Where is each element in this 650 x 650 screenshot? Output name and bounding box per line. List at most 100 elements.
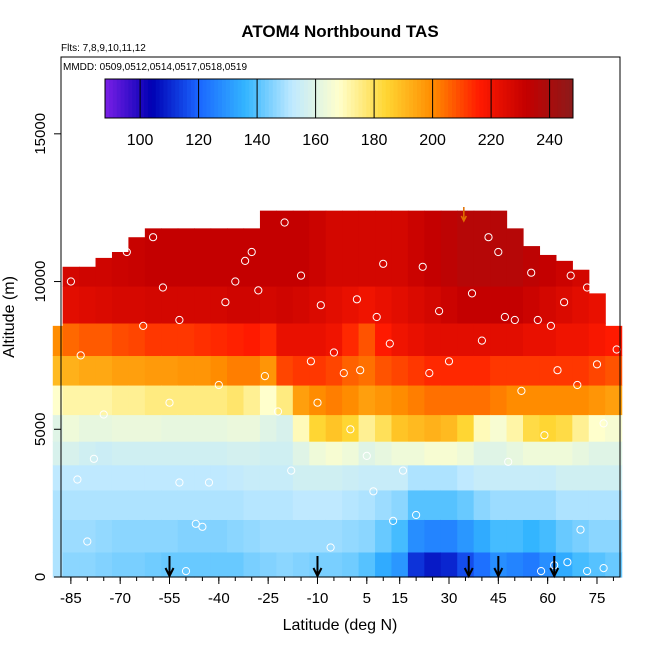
x-tick-label: -10 — [307, 590, 329, 607]
colorbar: 100 120 140 160 180 200 220 240 — [104, 78, 574, 149]
observation-point — [316, 301, 325, 310]
colorbar-segment — [327, 79, 332, 118]
colorbar-segment — [288, 79, 293, 118]
heatmap-cell — [605, 464, 623, 491]
heatmap-cell — [243, 414, 261, 442]
heatmap-cell — [243, 489, 261, 520]
heatmap-cell — [79, 355, 97, 386]
heatmap-cell — [523, 384, 541, 416]
colorbar-segment — [124, 79, 129, 118]
heatmap-cell — [605, 384, 623, 416]
heatmap-cell — [79, 266, 97, 287]
colorbar-segment — [522, 79, 527, 118]
heatmap-cell — [276, 414, 294, 442]
heatmap-cell — [309, 322, 327, 357]
colorbar-segment — [436, 79, 441, 118]
colorbar-segment — [147, 79, 153, 118]
heatmap-cell — [62, 355, 80, 386]
observation-point — [260, 372, 269, 381]
colorbar-segment — [491, 79, 496, 118]
heatmap-cell — [539, 489, 557, 520]
heatmap-cell — [555, 441, 573, 466]
x-tick-label: -85 — [60, 590, 82, 607]
heatmap-cell — [555, 384, 573, 416]
observation-point — [435, 307, 444, 316]
heatmap-cell — [62, 489, 80, 520]
observation-point — [175, 478, 184, 487]
heatmap-cell — [457, 285, 475, 324]
heatmap-cell — [194, 551, 212, 578]
heatmap-cell — [375, 355, 393, 386]
heatmap-cell — [572, 355, 590, 386]
heatmap-cell — [62, 441, 80, 466]
observation-point — [500, 312, 509, 322]
observation-point — [273, 407, 283, 416]
colorbar-segment — [272, 79, 278, 118]
heatmap-cell — [194, 228, 212, 287]
observation-point — [398, 466, 408, 475]
heatmap-cell — [539, 355, 557, 386]
heatmap-cell — [276, 519, 294, 553]
heatmap-cell — [490, 384, 508, 416]
heatmap-cell — [79, 384, 97, 416]
colorbar-segment — [475, 79, 480, 118]
heatmap-cell — [210, 384, 228, 416]
heatmap-cell — [128, 237, 146, 287]
heatmap-cell — [391, 489, 409, 520]
colorbar-segment — [381, 79, 387, 118]
heatmap-cell — [440, 489, 458, 520]
heatmap-cell — [506, 519, 524, 553]
heatmap-cell — [342, 384, 360, 416]
observation-point — [533, 315, 542, 325]
heatmap-cell — [440, 519, 458, 553]
observation-point — [247, 247, 256, 257]
heatmap-cell — [95, 355, 113, 386]
heatmap-cell — [440, 285, 458, 324]
observation-point — [296, 271, 306, 280]
heatmap-cell — [227, 285, 245, 324]
heatmap-cell — [161, 414, 179, 442]
heatmap-cell — [342, 551, 360, 578]
observation-point — [537, 567, 546, 576]
colorbar-segment — [385, 79, 391, 118]
x-tick-label: 5 — [363, 590, 371, 607]
heatmap-cell — [259, 441, 277, 466]
observation-point — [583, 283, 592, 292]
heatmap-cell — [358, 551, 376, 578]
colorbar-segment — [202, 79, 207, 118]
heatmap-cell — [259, 464, 277, 491]
colorbar-segment — [198, 79, 203, 118]
observation-point — [458, 197, 467, 206]
heatmap-cell — [490, 519, 508, 553]
heatmap-cell — [572, 414, 590, 442]
observation-point — [372, 312, 381, 322]
heatmap-cell — [473, 464, 491, 491]
heatmap-cell — [177, 228, 195, 287]
heatmap-cell — [95, 441, 113, 466]
colorbar-segment — [358, 79, 363, 118]
heatmap-cell — [259, 285, 277, 324]
heatmap-cell — [605, 414, 623, 442]
heatmap-cell — [144, 228, 162, 287]
colorbar-segment — [264, 79, 270, 118]
heatmap-cell — [227, 551, 245, 578]
observation-point — [89, 454, 99, 463]
heatmap-cell — [342, 441, 360, 466]
heatmap-cell — [161, 519, 179, 553]
x-tick-label: -40 — [208, 590, 230, 607]
heatmap-cell — [161, 322, 179, 357]
heatmap-cell — [95, 519, 113, 553]
colorbar-segment — [350, 79, 356, 118]
heatmap-cell — [440, 464, 458, 491]
heatmap-cell — [407, 285, 425, 324]
heatmap-cell — [325, 464, 343, 491]
colorbar-tick-label: 120 — [185, 132, 212, 149]
heatmap-cell — [555, 260, 573, 287]
heatmap-cell — [144, 464, 162, 491]
colorbar-segment — [229, 79, 235, 118]
heatmap-cell — [79, 519, 97, 553]
colorbar-segment — [331, 79, 336, 118]
observation-point — [198, 522, 207, 531]
heatmap-cell — [243, 285, 261, 324]
heatmap-cell — [243, 322, 261, 357]
